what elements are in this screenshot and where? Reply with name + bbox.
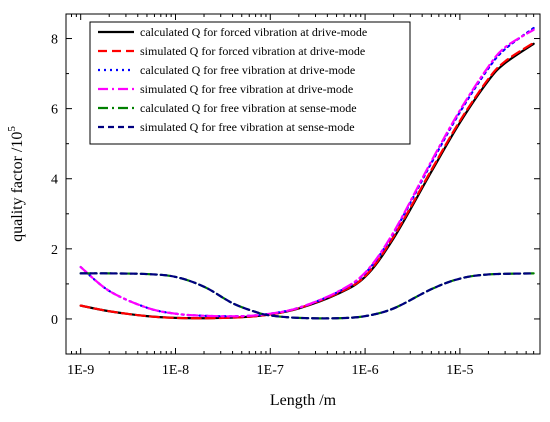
series-line-6 [79, 272, 535, 320]
x-tick-label: 1E-6 [351, 363, 378, 378]
legend-label: simulated Q for free vibration at drive-… [140, 82, 353, 96]
x-tick-label: 1E-7 [257, 363, 284, 378]
y-axis: 0 2 4 6 8 [51, 33, 540, 355]
x-tick-label: 1E-9 [67, 363, 94, 378]
series-curves [79, 26, 535, 320]
plot-frame [65, 13, 541, 355]
y-tick-label: 0 [51, 313, 58, 328]
y-tick-label: 2 [51, 243, 58, 258]
legend: calculated Q for forced vibration at dri… [89, 21, 411, 145]
y-axis-title-exponent: 5 [6, 126, 18, 132]
y-tick-label: 6 [51, 103, 58, 118]
x-tick-label: 1E-8 [162, 363, 189, 378]
x-axis: 1E-9 1E-8 1E-7 1E-6 1E-5 [65, 14, 535, 378]
legend-label: calculated Q for forced vibration at dri… [140, 25, 367, 39]
y-tick-label: 4 [51, 173, 58, 188]
series-line-4 [79, 28, 535, 318]
x-axis-title: Length /m [270, 392, 337, 409]
legend-label: simulated Q for free vibration at sense-… [140, 120, 355, 134]
legend-box [89, 21, 411, 145]
y-axis-title-main: quality factor /10 [9, 132, 26, 242]
legend-label: simulated Q for forced vibration at driv… [140, 44, 365, 58]
series-line-5 [79, 272, 535, 320]
legend-label: calculated Q for free vibration at drive… [140, 63, 355, 77]
y-tick-label: 8 [51, 33, 58, 48]
x-tick-label: 1E-5 [446, 363, 473, 378]
y-axis-title: quality factor /105 [6, 126, 26, 242]
legend-label: calculated Q for free vibration at sense… [140, 101, 357, 115]
